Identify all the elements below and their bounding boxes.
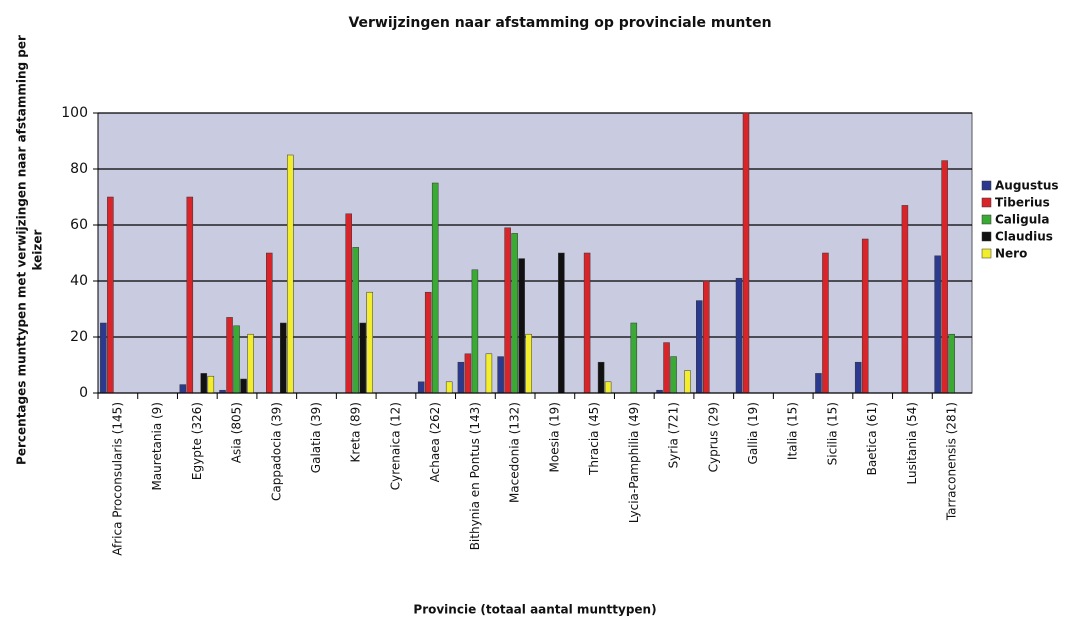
bar (345, 213, 352, 394)
y-tick-label: 100 (61, 105, 88, 121)
y-axis-title: Percentages munttypen met verwijzingen n… (15, 35, 45, 465)
bar (287, 154, 294, 394)
bar (207, 375, 215, 394)
bar (948, 333, 955, 394)
y-axis-title-line: Percentages munttypen met verwijzingen n… (15, 35, 29, 465)
x-tick-label: Syria (721) (667, 402, 681, 468)
bar (934, 255, 941, 394)
bar (604, 381, 612, 394)
bar (597, 361, 605, 394)
bar (815, 373, 822, 394)
legend-swatch (981, 214, 992, 225)
bar (464, 353, 472, 394)
bar (861, 238, 869, 394)
bar (431, 182, 439, 394)
x-tick-label: Mauretania (9) (150, 402, 164, 491)
y-axis-title-line: keizer (31, 229, 45, 270)
bar (280, 322, 287, 394)
x-tick-label: Italia (15) (786, 402, 800, 460)
bar (485, 353, 493, 394)
bar (200, 373, 208, 394)
x-tick-label: Sicilia (15) (825, 402, 839, 465)
bar (417, 381, 425, 394)
x-tick-label: Gallia (19) (746, 402, 760, 464)
bar (742, 112, 750, 394)
bar (703, 280, 710, 394)
bar (226, 317, 233, 394)
x-tick-label: Macedonia (132) (508, 402, 522, 503)
bar (445, 381, 453, 394)
bar (100, 322, 107, 394)
legend-swatch (981, 180, 992, 191)
y-tick-label: 60 (70, 217, 88, 233)
bar (471, 269, 479, 394)
legend-label: Nero (995, 247, 1027, 261)
x-tick-label: Cyrenaica (12) (388, 402, 402, 490)
bar (684, 370, 691, 394)
bar (504, 227, 511, 394)
bar (233, 325, 240, 394)
x-tick-label: Lycia-Pamphilia (49) (627, 402, 641, 523)
y-tick-label: 20 (70, 329, 88, 345)
bar (247, 333, 254, 394)
bar (735, 277, 743, 394)
bar (497, 356, 504, 394)
x-tick-label: Baetica (61) (865, 402, 879, 475)
y-tick-label: 80 (70, 161, 88, 177)
bar (630, 322, 638, 394)
legend-swatch (981, 197, 992, 208)
legend-swatch (981, 248, 992, 259)
bar (558, 252, 565, 394)
x-tick-label: Moesia (19) (547, 402, 561, 472)
bar (518, 258, 525, 394)
bar (457, 361, 465, 394)
bar (240, 378, 247, 394)
chart-title: Verwijzingen naar afstamming op provinci… (348, 15, 771, 31)
x-tick-label: Bithynia en Pontus (143) (468, 402, 482, 550)
x-tick-label: Galatia (39) (309, 402, 323, 473)
x-tick-label: Egypte (326) (190, 402, 204, 480)
x-tick-label: Asia (805) (230, 402, 244, 463)
x-tick-label: Africa Proconsularis (145) (110, 402, 124, 556)
bar (583, 252, 591, 394)
x-axis-title: Provincie (totaal aantal munttypen) (413, 603, 656, 617)
bar (901, 205, 909, 394)
x-tick-label: Tarraconensis (281) (945, 402, 959, 521)
bar (424, 291, 432, 394)
bar (696, 300, 703, 394)
bar (359, 322, 366, 394)
legend-swatch (981, 231, 992, 242)
y-tick-label: 0 (79, 385, 88, 401)
bar (266, 252, 273, 394)
legend-label: Claudius (995, 230, 1053, 244)
legend-label: Augustus (995, 179, 1059, 193)
bar (822, 252, 829, 394)
bar (107, 196, 114, 394)
x-tick-label: Lusitania (54) (905, 402, 919, 484)
bar (525, 333, 532, 394)
bar (854, 361, 862, 394)
bar (352, 247, 359, 394)
bar (941, 160, 948, 394)
bar (186, 196, 194, 394)
x-tick-label: Kreta (89) (349, 402, 363, 462)
x-tick-label: Cyprus (29) (706, 402, 720, 472)
bar (179, 384, 187, 394)
legend-label: Tiberius (995, 196, 1050, 210)
bar (366, 291, 373, 394)
bar (511, 233, 518, 394)
bar (663, 342, 670, 394)
x-tick-label: Cappadocia (39) (269, 402, 283, 501)
bar (670, 356, 677, 394)
legend-label: Caligula (995, 213, 1049, 227)
x-tick-label: Thracia (45) (587, 402, 601, 476)
x-tick-label: Achaea (262) (428, 402, 442, 482)
y-tick-label: 40 (70, 273, 88, 289)
